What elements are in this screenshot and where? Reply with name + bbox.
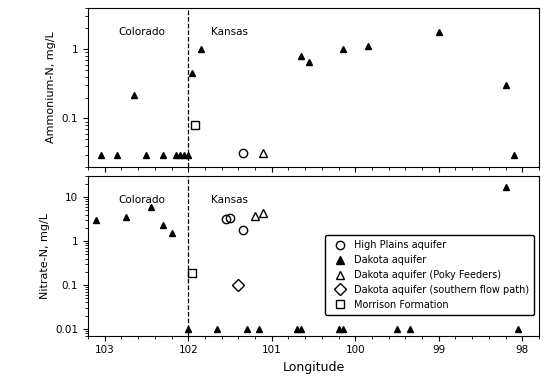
Y-axis label: Ammonium-N, mg/L: Ammonium-N, mg/L: [46, 31, 56, 143]
Y-axis label: Nitrate-N, mg/L: Nitrate-N, mg/L: [40, 213, 49, 299]
Text: Colorado: Colorado: [119, 27, 166, 37]
Text: Kansas: Kansas: [212, 27, 249, 37]
X-axis label: Longitude: Longitude: [282, 361, 345, 374]
Text: Colorado: Colorado: [119, 195, 166, 205]
Legend: High Plains aquifer, Dakota aquifer, Dakota aquifer (Poky Feeders), Dakota aquif: High Plains aquifer, Dakota aquifer, Dak…: [325, 236, 534, 315]
Text: Kansas: Kansas: [212, 195, 249, 205]
